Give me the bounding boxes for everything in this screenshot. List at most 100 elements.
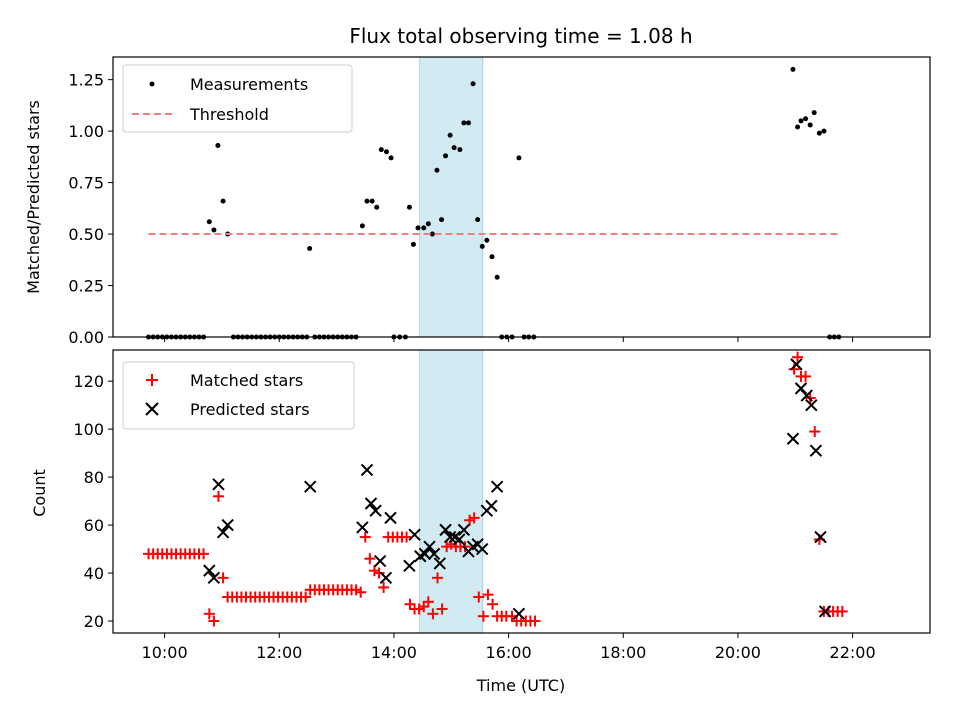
top-y-axis-label: Matched/Predicted stars — [24, 100, 43, 294]
measurement-point — [470, 81, 476, 87]
measurement-point — [421, 225, 427, 231]
predicted-point — [216, 526, 230, 539]
predicted-point — [373, 554, 387, 568]
y-tick-label: 100 — [73, 420, 104, 439]
matched-point — [809, 426, 821, 438]
predicted-point — [818, 605, 832, 618]
y-tick-label: 1.00 — [68, 122, 104, 141]
measurement-point — [803, 116, 809, 122]
measurement-point — [410, 241, 416, 247]
measurement-point — [374, 204, 380, 210]
bottom-legend-box — [122, 361, 355, 430]
predicted-point — [364, 497, 378, 510]
bottom-y-ticks: 20 40 60 80 100 120 — [73, 372, 113, 631]
chart-title: Flux total observing time = 1.08 h — [349, 24, 692, 48]
y-tick-label: 1.25 — [68, 71, 104, 90]
measurement-point — [457, 147, 463, 153]
predicted-point — [427, 547, 441, 561]
x-tick-label: 14:00 — [371, 643, 417, 662]
predicted-point — [457, 523, 471, 537]
predicted-point — [207, 571, 221, 585]
x-tick-label: 22:00 — [830, 643, 876, 662]
bottom-legend: Matched stars Predicted stars — [122, 361, 355, 430]
measurement-point — [465, 120, 471, 126]
matched-point — [792, 351, 804, 363]
matched-point — [477, 610, 489, 622]
predicted-point — [418, 547, 432, 561]
predicted-point — [360, 463, 374, 477]
measurement-point — [211, 227, 217, 233]
measurement-point — [215, 143, 221, 149]
measurement-point — [807, 122, 813, 128]
matched-point — [482, 589, 494, 601]
predicted-point — [369, 504, 382, 517]
measurement-point — [415, 225, 421, 231]
bottom-y-axis-label: Count — [30, 469, 49, 517]
legend-threshold-label: Threshold — [189, 105, 269, 124]
measurement-point — [451, 145, 457, 151]
predicted-point — [490, 480, 504, 493]
measurement-point — [369, 198, 375, 204]
matched-point — [203, 608, 215, 620]
top-y-ticks: 0.00 0.25 0.50 0.75 1.00 1.25 — [68, 71, 113, 347]
predicted-point — [203, 564, 216, 577]
predicted-point — [809, 444, 823, 457]
measurement-point — [364, 198, 370, 204]
predicted-point — [379, 571, 393, 585]
matched-point — [355, 586, 367, 598]
bottom-highlight-span — [419, 349, 484, 634]
matched-point — [436, 603, 448, 615]
measurement-point — [206, 219, 212, 225]
matched-point — [359, 531, 371, 543]
measurement-point — [429, 231, 435, 237]
y-tick-label: 120 — [73, 372, 104, 391]
measurement-point — [378, 147, 384, 153]
y-tick-label: 80 — [84, 468, 104, 487]
measurement-point — [494, 274, 500, 280]
predicted-point — [433, 557, 447, 570]
top-highlight-span — [419, 56, 484, 338]
matched-point — [836, 605, 848, 617]
predicted-point — [814, 530, 827, 544]
measurement-point — [795, 124, 801, 130]
x-tick-label: 10:00 — [142, 643, 188, 662]
matched-point — [217, 572, 229, 584]
predicted-point — [212, 478, 225, 491]
top-legend: Measurements Threshold — [122, 64, 353, 133]
y-tick-label: 40 — [84, 564, 104, 583]
predicted-point — [439, 523, 452, 537]
matched-point — [487, 598, 499, 610]
matched-point — [198, 548, 210, 560]
y-tick-label: 20 — [84, 612, 104, 631]
measurement-point — [406, 204, 412, 210]
matched-point — [373, 567, 385, 579]
predicted-point — [512, 607, 526, 621]
measurement-point — [516, 155, 522, 161]
matched-point — [529, 615, 541, 627]
measurement-point — [475, 217, 481, 223]
y-tick-label: 0.50 — [68, 225, 104, 244]
bottom-x-ticks: 10:00 12:00 14:00 16:00 18:00 20:00 22:00 — [142, 633, 876, 662]
x-tick-label: 18:00 — [600, 643, 646, 662]
matched-point — [364, 553, 376, 565]
measurement-point — [220, 198, 226, 204]
measurement-point — [489, 254, 495, 260]
measurement-point — [790, 66, 796, 72]
predicted-point — [485, 499, 498, 513]
bottom-plot-area — [143, 351, 848, 627]
top-legend-box — [122, 64, 353, 133]
bottom-panel: 20 40 60 80 100 120 10:00 12:00 14:00 16:00 18:00… — [30, 349, 931, 695]
predicted-point — [794, 382, 808, 395]
measurement-point — [461, 120, 467, 126]
measurement-point — [447, 132, 453, 138]
matched-point — [432, 572, 444, 584]
predicted-point — [805, 398, 818, 412]
measurement-point — [388, 155, 394, 161]
measurement-point — [443, 153, 449, 159]
matched-point — [422, 596, 434, 608]
predicted-point — [356, 521, 369, 534]
measurement-point — [816, 130, 822, 136]
measurement-point — [821, 128, 827, 134]
predicted-point — [786, 432, 800, 445]
